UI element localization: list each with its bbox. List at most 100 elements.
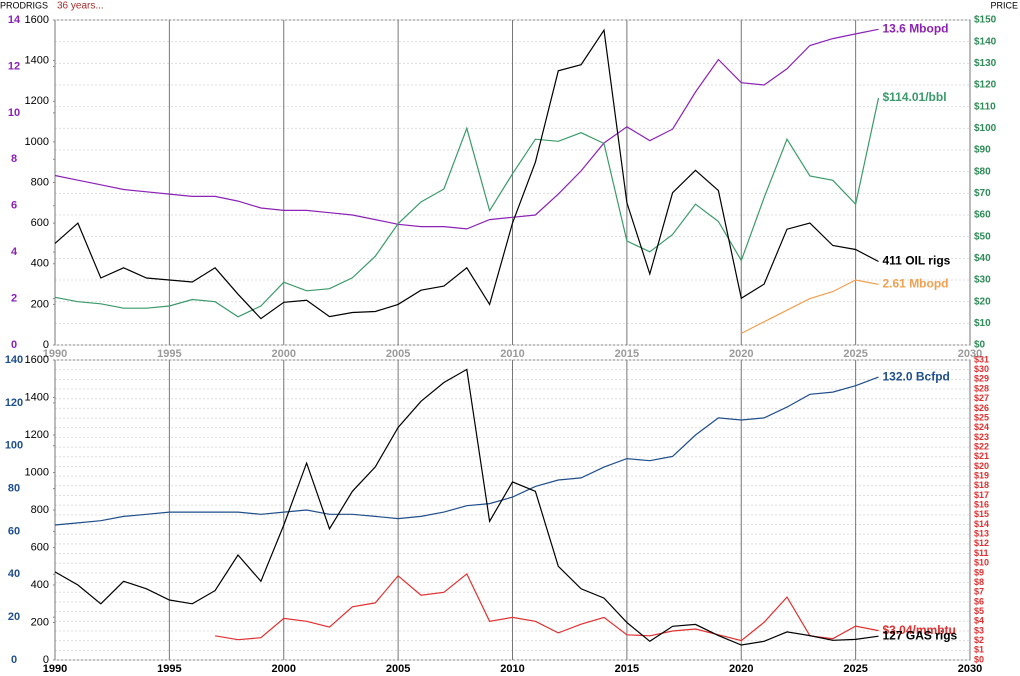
series-line xyxy=(54,28,879,230)
y3-tick-label: 400 xyxy=(31,258,49,270)
y2-tick-label: $23 xyxy=(974,432,989,442)
y2-tick-label: $5 xyxy=(974,606,984,616)
x-tick-label: 2030 xyxy=(958,663,982,675)
y-tick-label: 60 xyxy=(8,525,20,537)
series-label: 132.0 Bcfpd xyxy=(883,369,950,383)
y2-tick-label: $140 xyxy=(974,36,997,47)
y2-tick-label: $17 xyxy=(974,490,989,500)
y2-tick-label: $28 xyxy=(974,383,989,393)
y2-tick-label: $130 xyxy=(974,58,997,69)
series-label: 13.6 Mbopd xyxy=(883,21,949,35)
y2-tick-label: $25 xyxy=(974,412,989,422)
y2-tick-label: $150 xyxy=(974,15,997,26)
y2-tick-label: $7 xyxy=(974,587,984,597)
y2-tick-label: $20 xyxy=(974,296,991,307)
series-label: $3.04/mmbtu xyxy=(883,623,956,637)
y2-tick-label: $29 xyxy=(974,374,989,384)
y2-tick-label: $10 xyxy=(974,318,991,329)
y-tick-label: 120 xyxy=(5,397,23,409)
y-tick-label: 2 xyxy=(11,292,17,304)
y2-tick-label: $40 xyxy=(974,253,991,264)
y2-tick-label: $21 xyxy=(974,451,989,461)
x-tick-label: 2005 xyxy=(386,348,410,360)
note: 36 years... xyxy=(57,1,104,12)
y2-tick-label: $0 xyxy=(974,340,986,351)
y3-tick-label: 1000 xyxy=(25,466,49,478)
y-tick-label: 40 xyxy=(8,568,20,580)
y3-tick-label: 0 xyxy=(43,654,49,666)
series-label: 2.61 Mbopd xyxy=(883,277,949,291)
y-tick-label: 0 xyxy=(11,339,17,351)
y2-tick-label: $15 xyxy=(974,509,989,519)
y2-tick-label: $11 xyxy=(974,548,989,558)
series-line xyxy=(54,376,879,526)
y2-tick-label: $70 xyxy=(974,188,991,199)
series-label: 411 OIL rigs xyxy=(883,254,951,268)
y2-tick-label: $8 xyxy=(974,577,984,587)
series-line xyxy=(54,368,879,646)
y2-tick-label: $6 xyxy=(974,596,984,606)
y-tick-label: 8 xyxy=(11,153,17,165)
y2-tick-label: $80 xyxy=(974,166,991,177)
y2-tick-label: $9 xyxy=(974,567,984,577)
rigs-header: RIGS xyxy=(26,0,48,10)
x-tick-label: 2010 xyxy=(500,663,524,675)
y-tick-label: 10 xyxy=(8,107,20,119)
y3-tick-label: 600 xyxy=(31,541,49,553)
y3-tick-label: 1600 xyxy=(25,14,49,26)
y2-tick-label: $120 xyxy=(974,80,997,91)
y3-tick-label: 1400 xyxy=(25,55,49,67)
x-tick-label: 2020 xyxy=(729,348,753,360)
y2-tick-label: $50 xyxy=(974,231,991,242)
y3-tick-label: 400 xyxy=(31,579,49,591)
y2-tick-label: $0 xyxy=(974,654,984,664)
series-line xyxy=(214,572,879,642)
y2-tick-label: $22 xyxy=(974,441,989,451)
x-tick-label: 1995 xyxy=(157,663,181,675)
price-header: PRICE xyxy=(990,0,1018,10)
y-tick-label: 0 xyxy=(11,654,17,666)
y3-tick-label: 1600 xyxy=(25,354,49,366)
x-tick-label: 2020 xyxy=(729,663,753,675)
y2-tick-label: $26 xyxy=(974,403,989,413)
y-tick-label: 140 xyxy=(5,354,23,366)
y3-tick-label: 800 xyxy=(31,504,49,516)
x-tick-label: 2000 xyxy=(272,348,296,360)
y2-tick-label: $100 xyxy=(974,123,997,134)
y2-tick-label: $20 xyxy=(974,461,989,471)
y3-tick-label: 1000 xyxy=(25,136,49,148)
y2-tick-label: $13 xyxy=(974,529,989,539)
x-tick-label: 1990 xyxy=(43,348,67,360)
y2-tick-label: $2 xyxy=(974,635,984,645)
y-tick-label: 20 xyxy=(8,611,20,623)
x-tick-label: 2025 xyxy=(843,348,867,360)
y-tick-label: 14 xyxy=(8,14,21,26)
y3-tick-label: 800 xyxy=(31,176,49,188)
series-label: 127 GAS rigs xyxy=(883,628,958,642)
y2-tick-label: $24 xyxy=(974,422,989,432)
y-tick-label: 4 xyxy=(11,246,18,258)
series-line xyxy=(54,28,879,320)
y2-tick-label: $10 xyxy=(974,558,989,568)
y-tick-label: 6 xyxy=(11,200,17,212)
series-line xyxy=(54,97,880,318)
x-tick-label: 2005 xyxy=(386,663,410,675)
x-tick-label: 1990 xyxy=(43,663,67,675)
y2-tick-label: $30 xyxy=(974,275,991,286)
x-tick-label: 2015 xyxy=(615,348,639,360)
y3-tick-label: 1200 xyxy=(25,429,49,441)
y2-tick-label: $1 xyxy=(974,645,984,655)
y3-tick-label: 0 xyxy=(43,339,49,351)
y2-tick-label: $14 xyxy=(974,519,989,529)
y3-tick-label: 200 xyxy=(31,616,49,628)
y2-tick-label: $19 xyxy=(974,471,989,481)
x-tick-label: 1995 xyxy=(157,348,181,360)
x-tick-label: 2015 xyxy=(615,663,639,675)
series-line xyxy=(741,279,879,334)
y2-tick-label: $3 xyxy=(974,625,984,635)
y3-tick-label: 200 xyxy=(31,298,49,310)
y2-tick-label: $18 xyxy=(974,480,989,490)
y2-tick-label: $4 xyxy=(974,616,984,626)
